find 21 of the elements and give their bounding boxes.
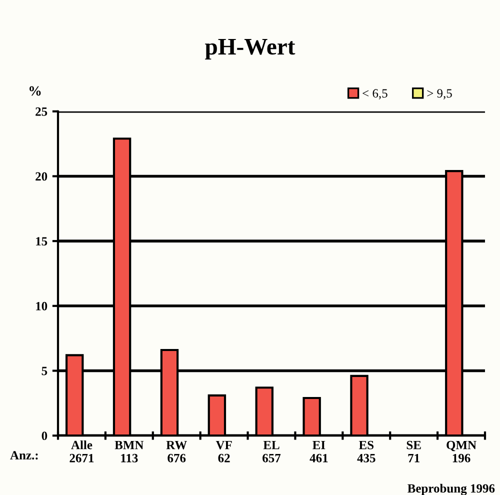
chart-title: pH-Wert: [205, 38, 296, 60]
x-tick-label: EL 657: [262, 440, 281, 462]
x-tick-label: SE 71: [406, 440, 421, 462]
y-axis-title: %: [30, 86, 41, 96]
legend-label: > 9,5: [427, 89, 452, 100]
text: Beprobung 1996: [408, 484, 495, 495]
x-tick-label: EI 461: [310, 440, 328, 462]
legend-label: < 6,5: [362, 89, 388, 100]
text: Anz.:: [10, 451, 38, 460]
y-tick-label: 0: [42, 432, 48, 440]
x-tick-label: BMN 113: [114, 440, 144, 462]
y-tick-label: 15: [36, 237, 48, 246]
y-tick-label: 5: [42, 366, 48, 376]
y-tick-label: 20: [36, 172, 48, 181]
x-tick-label: QMN 196: [446, 440, 476, 462]
y-tick-label: 25: [36, 107, 48, 116]
x-tick-label: RW 676: [166, 440, 187, 462]
x-tick-label: VF 62: [216, 440, 232, 462]
x-tick-label: Alle 2671: [70, 440, 94, 462]
y-tick-label: 10: [36, 302, 48, 310]
x-tick-label: ES 435: [357, 440, 376, 462]
